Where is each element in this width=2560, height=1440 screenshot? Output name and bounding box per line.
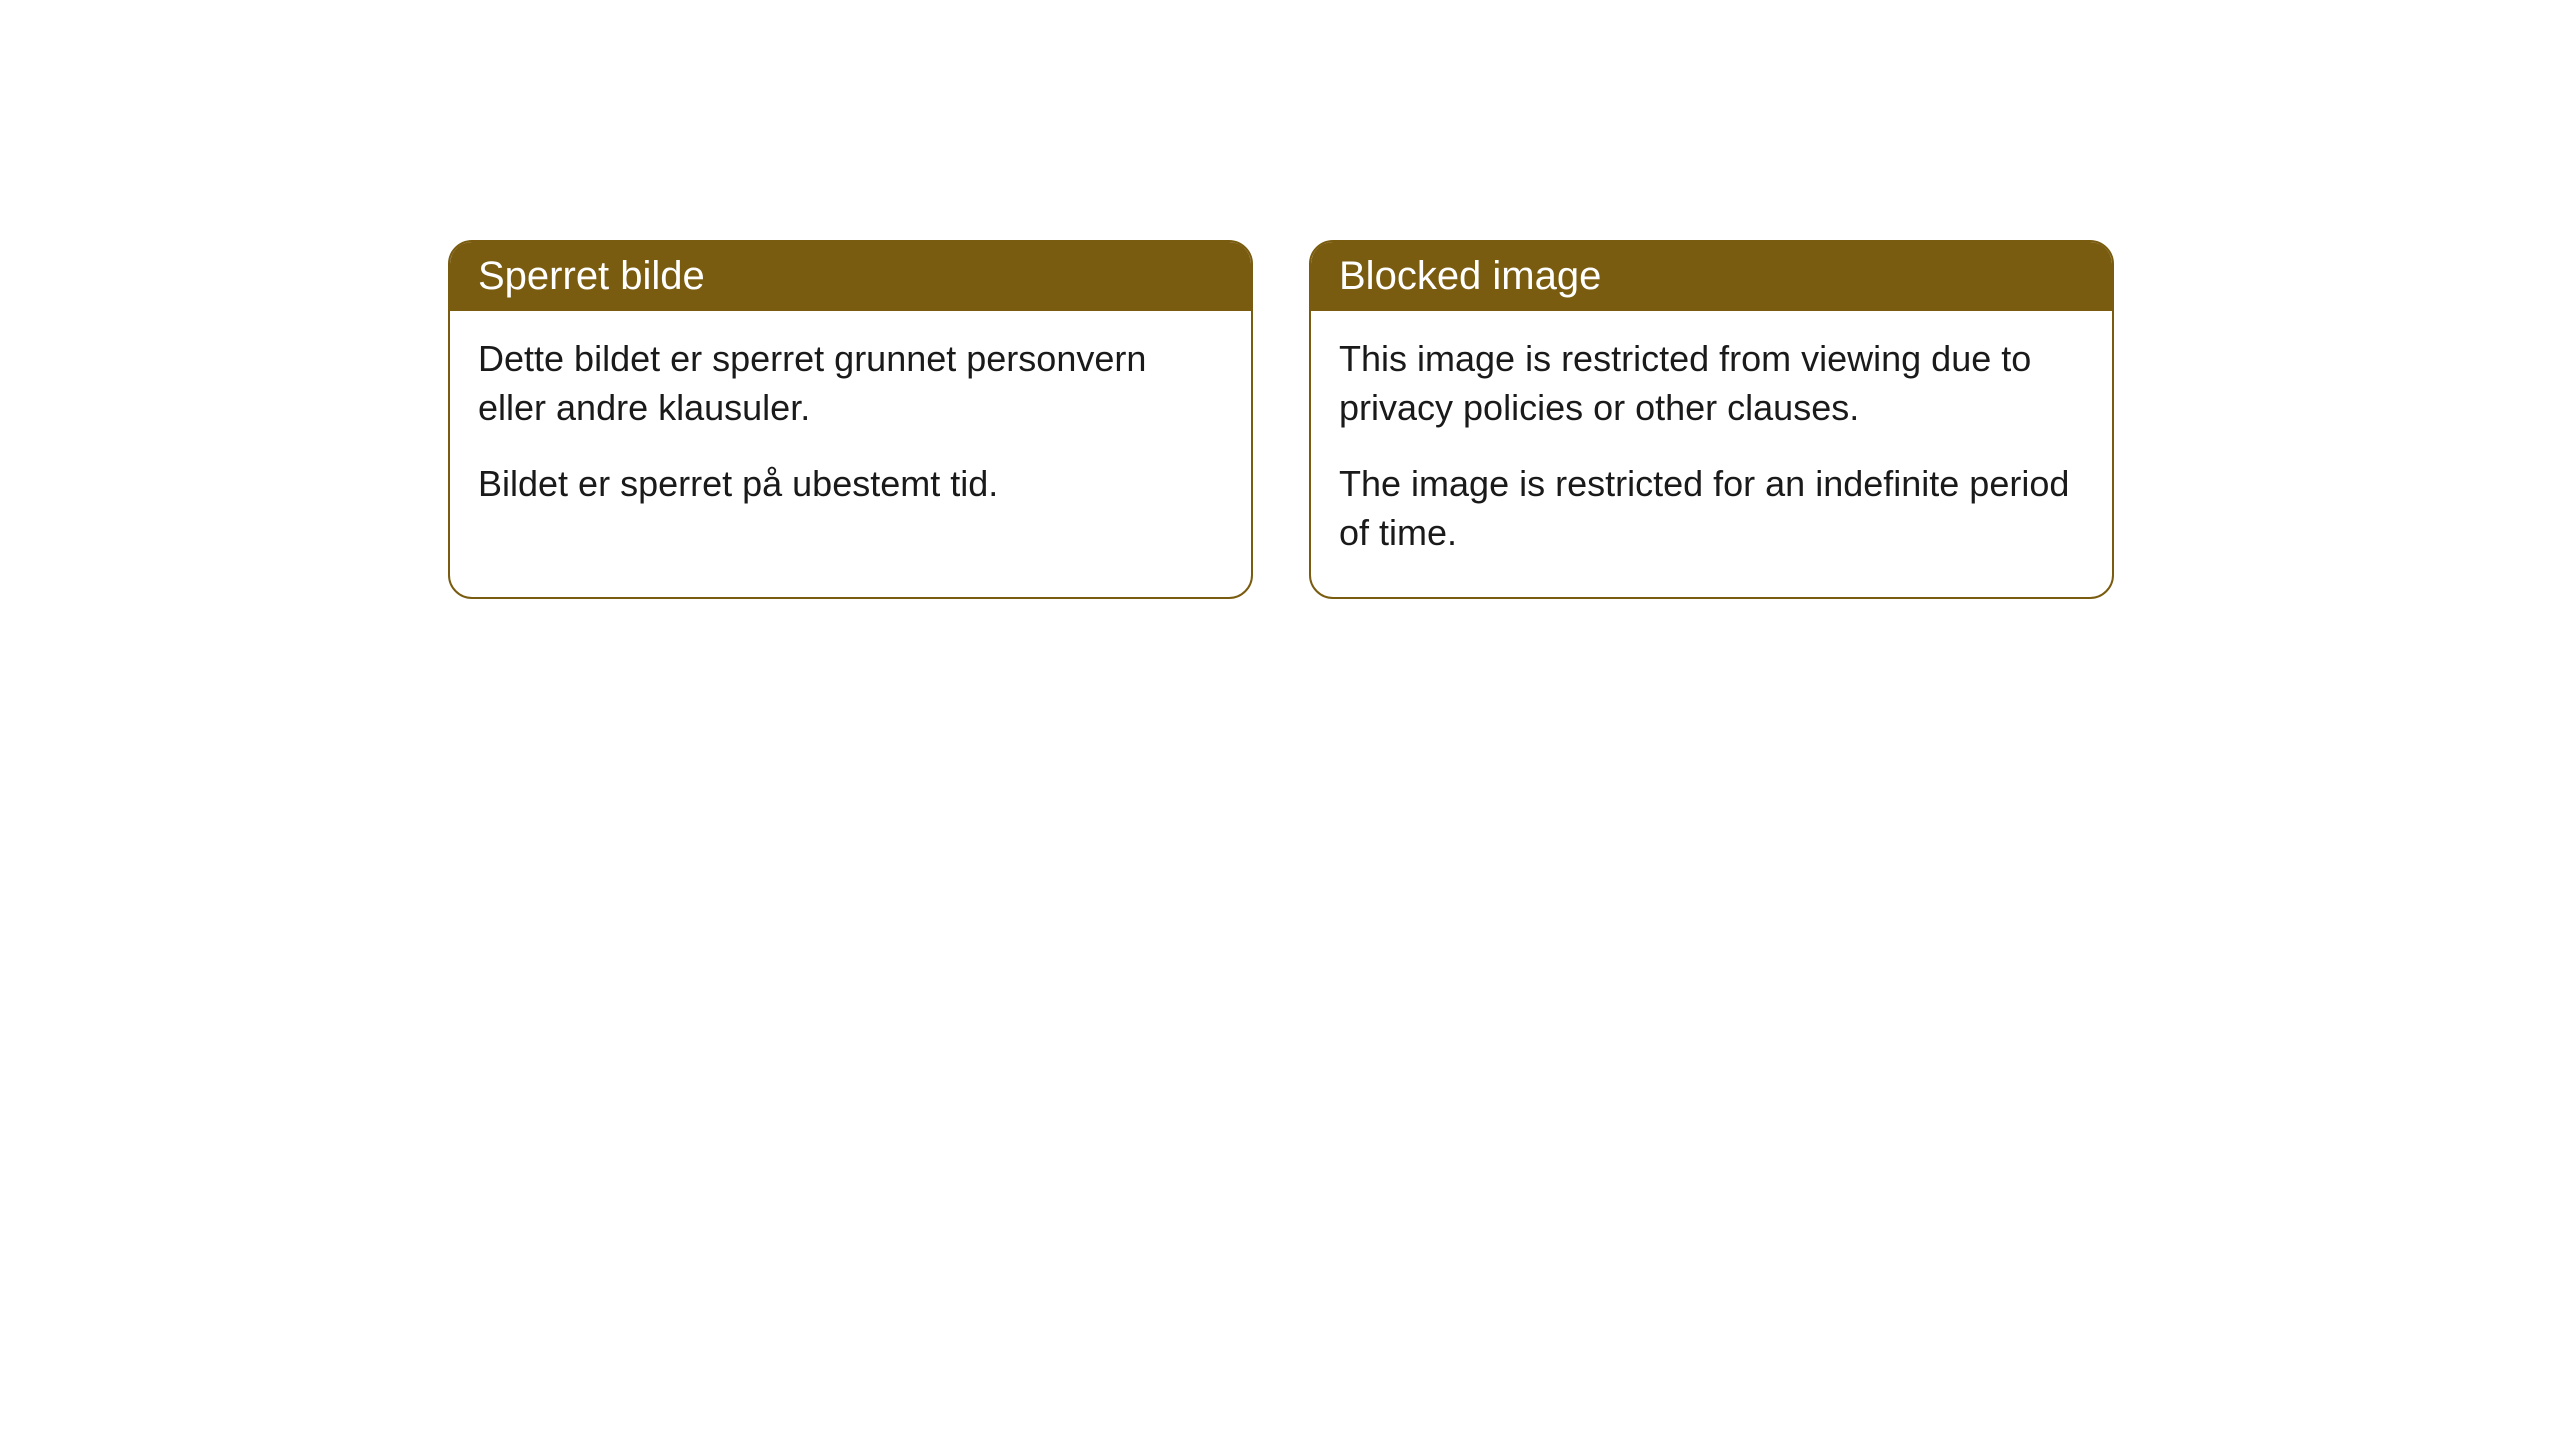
card-title: Sperret bilde — [478, 254, 705, 298]
card-paragraph: Dette bildet er sperret grunnet personve… — [478, 335, 1223, 432]
card-paragraph: This image is restricted from viewing du… — [1339, 335, 2084, 432]
card-header: Sperret bilde — [450, 242, 1251, 311]
notice-card-english: Blocked image This image is restricted f… — [1309, 240, 2114, 599]
card-body: This image is restricted from viewing du… — [1311, 311, 2112, 597]
notice-card-norwegian: Sperret bilde Dette bildet er sperret gr… — [448, 240, 1253, 599]
card-title: Blocked image — [1339, 254, 1601, 298]
card-paragraph: Bildet er sperret på ubestemt tid. — [478, 460, 1223, 509]
notice-container: Sperret bilde Dette bildet er sperret gr… — [448, 240, 2114, 599]
card-header: Blocked image — [1311, 242, 2112, 311]
card-paragraph: The image is restricted for an indefinit… — [1339, 460, 2084, 557]
card-body: Dette bildet er sperret grunnet personve… — [450, 311, 1251, 549]
